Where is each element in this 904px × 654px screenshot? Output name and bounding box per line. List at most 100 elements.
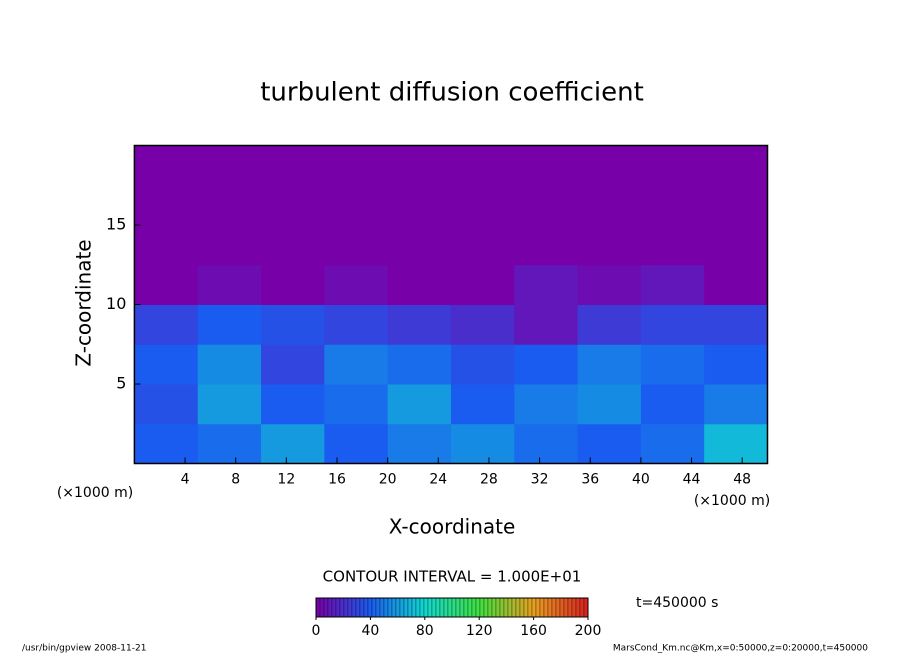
colorbar-swatch: [383, 597, 389, 618]
x-unit-right: (×1000 m): [694, 493, 770, 509]
field-cell: [640, 423, 705, 464]
colorbar-swatch: [415, 597, 421, 618]
field-cell: [134, 264, 199, 305]
colorbar-swatch: [547, 597, 553, 618]
colorbar-swatch: [399, 597, 405, 618]
footer-right: MarsCond_Km.nc@Km,x=0:50000,z=0:20000,t=…: [613, 644, 868, 654]
colorbar-swatch: [339, 597, 345, 618]
field-cell: [387, 344, 452, 385]
field-cell: [450, 344, 515, 385]
time-label: t=450000 s: [636, 595, 718, 611]
field-cell: [450, 423, 515, 464]
field-cell: [704, 145, 768, 186]
field-cell: [324, 145, 389, 186]
colorbar-swatch: [359, 597, 365, 618]
field-cell: [134, 185, 199, 226]
field-cell: [640, 264, 705, 305]
field-cell: [514, 384, 579, 425]
colorbar-swatch: [563, 597, 569, 618]
field-cell: [324, 185, 389, 226]
colorbar-swatch: [407, 597, 413, 618]
colorbar-swatch: [351, 597, 357, 618]
field-cell: [640, 225, 705, 266]
y-tick-label: 5: [116, 374, 126, 393]
field-cell: [514, 304, 579, 345]
colorbar-swatch: [467, 597, 473, 618]
colorbar-swatch: [447, 597, 453, 618]
field-cell: [134, 145, 199, 186]
field-cell: [387, 264, 452, 305]
field-cell: [577, 344, 642, 385]
colorbar-swatch: [411, 597, 417, 618]
colorbar-swatch: [483, 597, 489, 618]
field-cell: [197, 384, 262, 425]
colorbar-swatch: [515, 597, 521, 618]
field-cell: [450, 145, 515, 186]
field-cell: [514, 145, 579, 186]
colorbar-tick-label: 0: [312, 623, 321, 639]
colorbar-swatch: [523, 597, 529, 618]
field-cell: [197, 304, 262, 345]
field-cell: [704, 423, 768, 464]
colorbar-swatch: [315, 597, 321, 618]
colorbar-swatch: [387, 597, 393, 618]
colorbar-swatch: [571, 597, 577, 618]
colorbar-swatch: [479, 597, 485, 618]
field-cell: [514, 344, 579, 385]
x-tick-label: 40: [632, 472, 650, 488]
x-axis-label: X-coordinate: [389, 515, 516, 539]
field-cell: [197, 145, 262, 186]
field-cell: [577, 264, 642, 305]
field-cell: [704, 264, 768, 305]
colorbar-swatch: [543, 597, 549, 618]
colorbar-swatch: [423, 597, 429, 618]
colorbar-swatch: [459, 597, 465, 618]
field-cell: [197, 264, 262, 305]
x-unit-left: (×1000 m): [57, 485, 133, 501]
colorbar-swatch: [343, 597, 349, 618]
field-cell: [261, 185, 325, 226]
colorbar-swatch: [355, 597, 361, 618]
colorbar-swatch: [579, 597, 585, 618]
field-cell: [387, 225, 452, 266]
field-cell: [197, 423, 262, 464]
field-cell: [704, 344, 768, 385]
field-cell: [577, 145, 642, 186]
colorbar-swatch: [507, 597, 513, 618]
field-cell: [640, 304, 705, 345]
field-cell: [134, 225, 199, 266]
field-cell: [324, 225, 389, 266]
field-cell: [387, 423, 452, 464]
colorbar-swatch: [511, 597, 517, 618]
colorbar-tick-label: 200: [575, 623, 602, 639]
colorbar-tick-label: 160: [520, 623, 547, 639]
field-cell: [387, 185, 452, 226]
field-cell: [261, 145, 325, 186]
field-cell: [704, 225, 768, 266]
field-cell: [134, 304, 199, 345]
colorbar-swatch: [403, 597, 409, 618]
field-cell: [704, 185, 768, 226]
x-tick-label: 48: [733, 472, 751, 488]
field-cell: [514, 185, 579, 226]
colorbar-swatch: [395, 597, 401, 618]
field-cell: [450, 225, 515, 266]
colorbar-swatch: [427, 597, 433, 618]
field-cell: [324, 384, 389, 425]
field-cell: [134, 423, 199, 464]
field-cell: [577, 225, 642, 266]
colorbar-swatch: [363, 597, 369, 618]
field-cell: [387, 304, 452, 345]
colorbar-swatch: [475, 597, 481, 618]
contour-interval: CONTOUR INTERVAL = 1.000E+01: [323, 568, 582, 586]
colorbar-swatch: [551, 597, 557, 618]
colorbar-swatch: [495, 597, 501, 618]
field-cell: [577, 384, 642, 425]
colorbar-swatch: [435, 597, 441, 618]
field-cell: [577, 423, 642, 464]
colorbar-swatch: [419, 597, 425, 618]
x-tick-label: 12: [277, 472, 295, 488]
field-cell: [197, 185, 262, 226]
colorbar-swatch: [439, 597, 445, 618]
